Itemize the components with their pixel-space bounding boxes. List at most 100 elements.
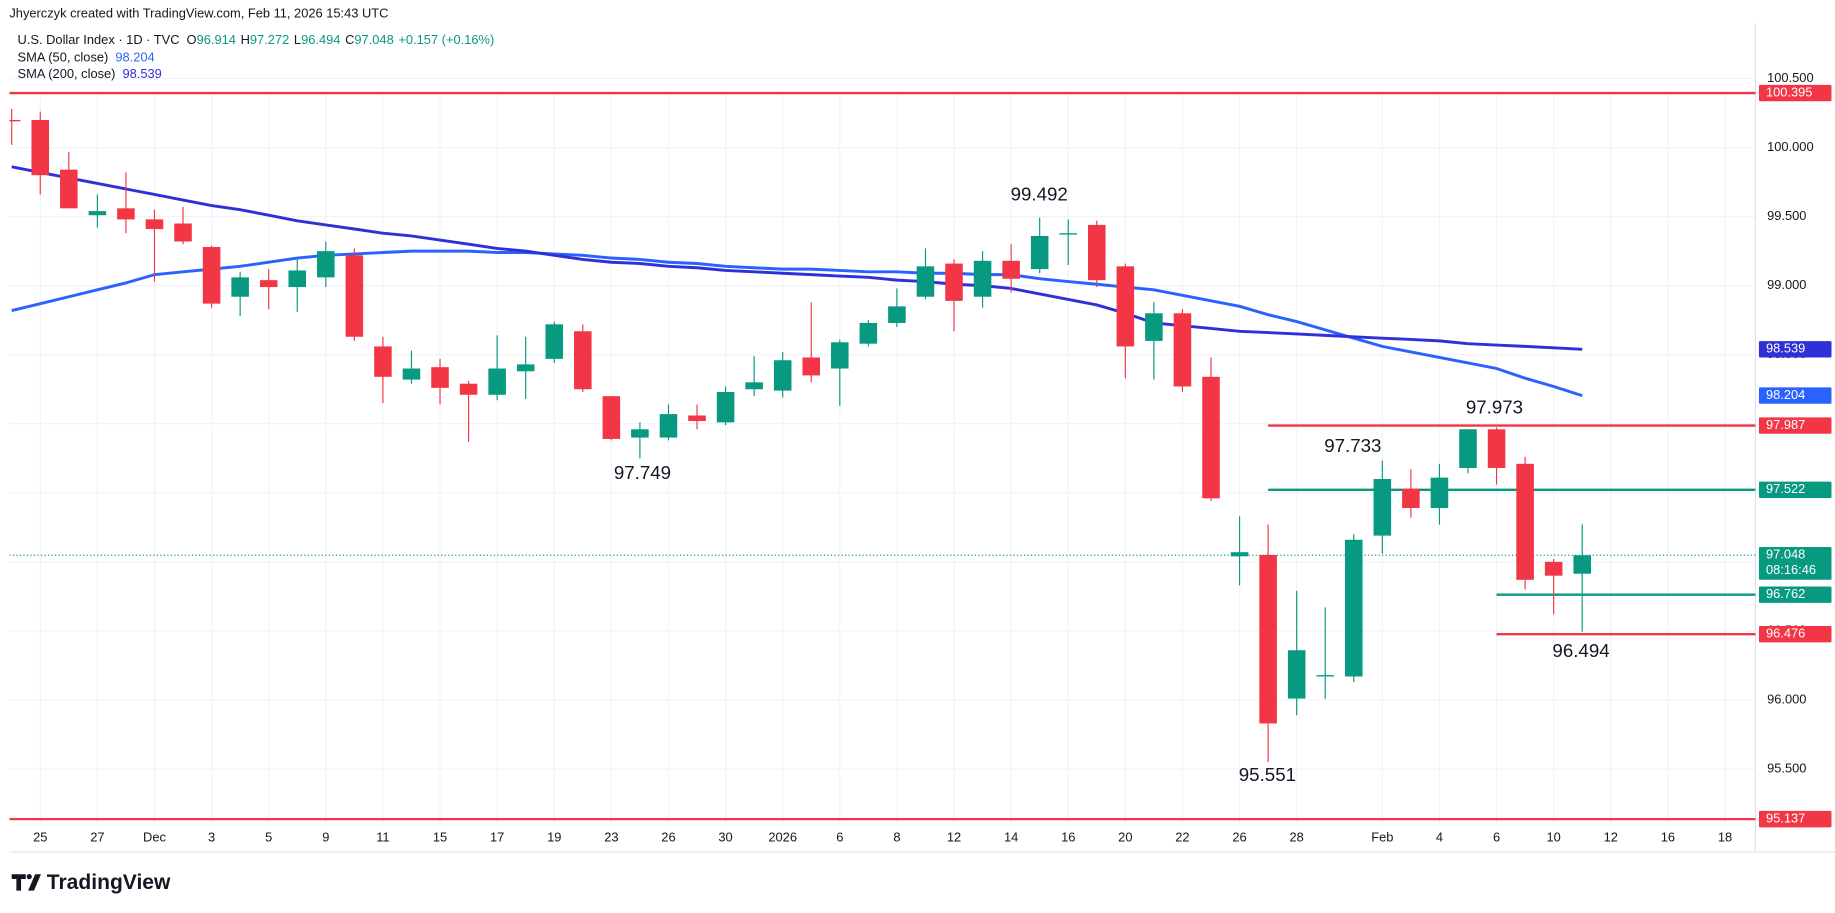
sma-label-box: [1758, 387, 1832, 404]
ohlc-letter: C: [345, 32, 354, 47]
candle-body: [1173, 313, 1192, 387]
candle-body: [688, 415, 706, 422]
x-tick-label: 26: [1232, 829, 1246, 844]
logo: TradingView: [11, 871, 171, 894]
level-label: 96.762: [1766, 586, 1805, 601]
annotation: 96.494: [1552, 640, 1609, 661]
candle-body: [431, 367, 449, 388]
candle-body: [1202, 376, 1220, 499]
ohlc-letter: H: [241, 32, 250, 47]
level-label: 97.522: [1766, 481, 1805, 496]
candle-body: [259, 280, 278, 288]
candle-body: [1316, 675, 1335, 677]
x-tick-label: 19: [547, 829, 561, 844]
candle-body: [1402, 488, 1420, 509]
x-tick-label: 8: [893, 829, 900, 844]
sma-name: SMA (200, close): [18, 66, 116, 81]
candle-body: [1487, 429, 1506, 468]
candle-body: [859, 322, 878, 344]
x-tick-label: 17: [490, 829, 504, 844]
candle-body: [9, 119, 21, 122]
candle-body: [831, 342, 849, 369]
sma-name: SMA (50, close): [18, 50, 109, 65]
x-tick-label: 23: [604, 829, 618, 844]
level-label: 95.137: [1766, 811, 1805, 826]
x-tick-label: 14: [1004, 829, 1018, 844]
level-label: 97.987: [1766, 417, 1805, 432]
x-tick-label: 9: [322, 829, 329, 844]
level-label: 96.476: [1766, 626, 1805, 641]
candle-body: [288, 270, 307, 288]
x-tick-label: 16: [1661, 829, 1675, 844]
candle-body: [202, 247, 221, 304]
level-label: 100.395: [1766, 84, 1812, 99]
current-price-label: 97.048: [1766, 547, 1805, 562]
candle-body: [773, 360, 792, 391]
y-tick-label: 96.000: [1767, 691, 1806, 706]
x-tick-label: 12: [947, 829, 961, 844]
change: +0.157 (+0.16%): [398, 32, 494, 47]
candle-body: [888, 306, 906, 323]
x-tick-label: 6: [1493, 829, 1500, 844]
candle-body: [1030, 235, 1049, 270]
candle-body: [716, 392, 735, 423]
candle-body: [631, 429, 649, 438]
brand: TradingView: [47, 871, 171, 894]
candle-body: [802, 357, 821, 376]
candle-body: [945, 263, 963, 301]
candle-body: [516, 364, 535, 372]
candle-body: [1573, 555, 1591, 574]
current-price-label-box: [1758, 547, 1832, 580]
x-tick-label: 18: [1718, 829, 1732, 844]
x-tick-label: 26: [661, 829, 675, 844]
pane: [9, 91, 1756, 821]
annotation: 99.492: [1011, 183, 1068, 204]
candle-body: [231, 277, 249, 297]
candle-body: [60, 169, 78, 209]
sma-legend: SMA (50, close) 98.204: [18, 50, 155, 65]
candle-body: [1516, 463, 1534, 580]
y-tick-label: 99.500: [1767, 208, 1806, 223]
sma-legend: SMA (200, close) 98.539: [18, 66, 162, 81]
candle-body: [1430, 477, 1449, 509]
y-tick-label: 100.500: [1767, 70, 1813, 85]
candle-body: [659, 414, 678, 438]
x-tick-label: 27: [90, 829, 104, 844]
x-tick-label: 22: [1175, 829, 1189, 844]
level-label-box: [1758, 810, 1832, 828]
y-tick-label: 100.000: [1767, 139, 1813, 154]
candle-body: [1459, 429, 1477, 468]
x-tick-label: 10: [1547, 829, 1561, 844]
candle-body: [1116, 266, 1135, 347]
x-tick-label: Dec: [143, 829, 166, 844]
sma-value: 98.204: [115, 50, 154, 65]
candle-body: [1259, 554, 1277, 724]
candle-body: [1145, 313, 1163, 341]
candle-body: [459, 383, 478, 395]
x-tick-label: Feb: [1371, 829, 1393, 844]
x-tick-label: 6: [836, 829, 843, 844]
x-tick-label: 5: [265, 829, 272, 844]
level-label-box: [1758, 417, 1832, 434]
grid: [9, 77, 1756, 827]
x-tick-label: 25: [33, 829, 47, 844]
candle-body: [745, 382, 763, 390]
candle-body: [317, 251, 335, 278]
candle-body: [117, 208, 135, 220]
candle-body: [31, 119, 50, 176]
x-tick-label: 30: [718, 829, 732, 844]
level-label-box: [1758, 626, 1832, 643]
ohlc-value: 96.494: [301, 32, 340, 47]
sma-line: [11, 249, 1583, 398]
ohlc-value: 96.914: [197, 32, 236, 47]
candle-body: [916, 266, 935, 297]
level-label-box: [1758, 84, 1832, 102]
candle-body: [1002, 260, 1020, 279]
candle-body: [374, 346, 392, 377]
candle-body: [1544, 561, 1563, 576]
annotation: 97.973: [1466, 396, 1523, 417]
ohlc-value: 97.048: [354, 32, 393, 47]
y-tick-label: 95.500: [1767, 760, 1806, 775]
current-price-label-countdown: 08:16:46: [1766, 562, 1816, 577]
